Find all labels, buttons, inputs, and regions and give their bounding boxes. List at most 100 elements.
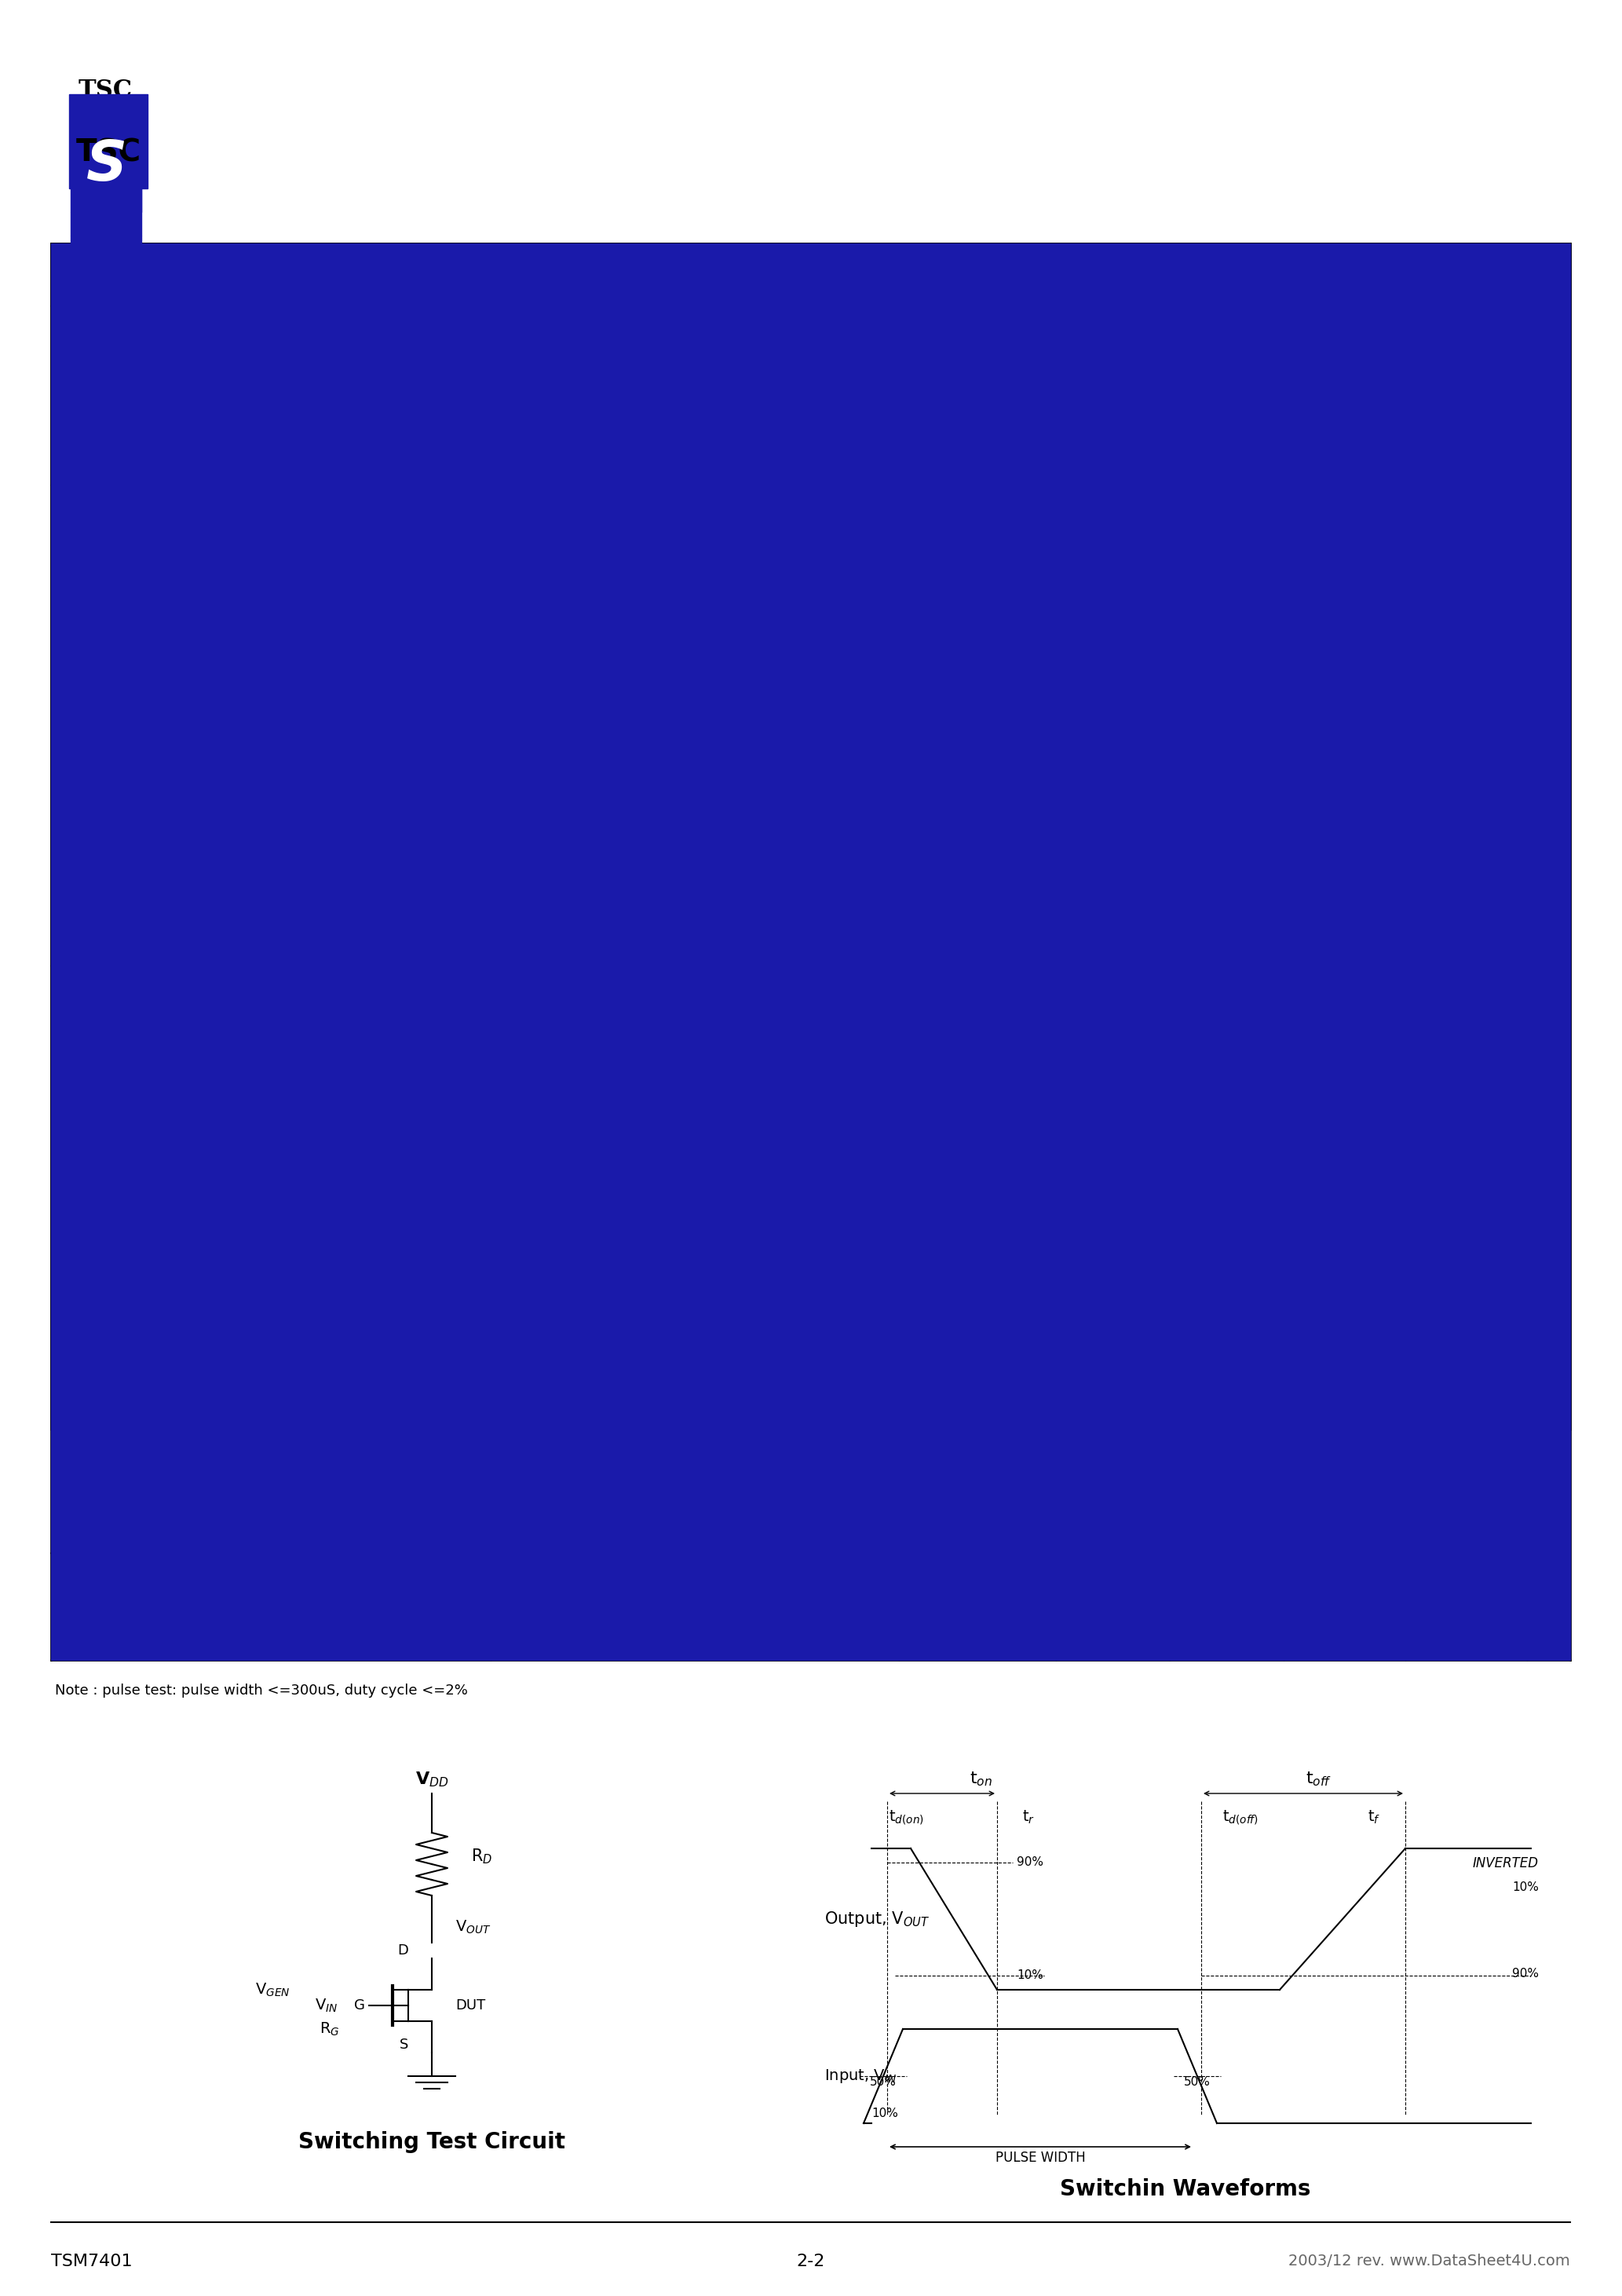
Text: INVERTED: INVERTED [1473,1855,1539,1871]
Text: rss: rss [975,1472,993,1483]
Text: Drain-Source Breakdown Voltage: Drain-Source Breakdown Voltage [58,505,328,519]
Text: g: g [975,992,983,1003]
Text: V$_{OUT}$: V$_{OUT}$ [456,1919,491,1936]
Text: S: S [975,1580,983,1591]
Text: --: -- [1106,1304,1119,1320]
Text: g: g [962,877,973,893]
Text: Switchin Waveforms: Switchin Waveforms [1061,2179,1311,2200]
Text: Output, V$_{OUT}$: Output, V$_{OUT}$ [824,1910,929,1929]
Text: 720: 720 [1328,1251,1361,1267]
Text: 3: 3 [1221,1038,1231,1054]
Text: Turn-On Rise Time: Turn-On Rise Time [58,1199,208,1215]
Text: 90%: 90% [1017,1857,1043,1869]
Text: 0.6: 0.6 [1213,1626,1239,1642]
Text: VGS=0V, ID=250uA: VGS=0V, ID=250uA [498,505,652,519]
Text: Gate-Drain Charge: Gate-Drain Charge [58,1091,212,1107]
Text: TSM7401: TSM7401 [50,2255,133,2268]
Text: V$_{IN}$: V$_{IN}$ [315,1998,337,2014]
Text: DUT: DUT [456,1998,485,2014]
Text: --: -- [1106,1573,1119,1589]
Text: V: V [1460,1626,1471,1642]
Text: --: -- [1106,1091,1119,1107]
Text: Typ: Typ [1208,388,1246,406]
Text: oss: oss [975,1419,994,1430]
Text: Forward Transconductance: Forward Transconductance [58,877,279,893]
Text: --: -- [1221,719,1233,732]
Text: mΩ: mΩ [1452,558,1481,574]
Text: VGS=2.7V, ID=3.5A: VGS=2.7V, ID=3.5A [498,611,652,627]
Text: 100: 100 [1328,1146,1361,1159]
Text: d(off): d(off) [975,1258,1007,1270]
Text: 10%: 10% [1512,1883,1539,1894]
Text: --: -- [1106,771,1119,788]
Text: --: -- [1106,611,1119,627]
Text: V$_{GEN}$: V$_{GEN}$ [256,1981,290,1998]
Bar [50,243,1570,1428]
Text: Source-Drain Diode: Source-Drain Diode [63,1515,302,1538]
Text: --: -- [1221,1573,1233,1589]
Text: I: I [968,824,973,840]
Text: nS: nS [1457,1279,1476,1295]
Text: d(on): d(on) [975,1153,1007,1164]
Text: V: V [1460,664,1471,680]
Text: --: -- [1338,824,1351,840]
Text: 150: 150 [1328,1199,1361,1215]
Text: --: -- [1106,558,1119,574]
Text: C: C [962,1359,973,1373]
Text: VDS=10V, ID=4.5A: VDS=10V, ID=4.5A [498,879,647,893]
Text: I: I [968,719,973,732]
Text: SD: SD [975,1632,993,1644]
Text: V: V [1460,505,1471,519]
Text: TSC: TSC [78,78,133,103]
Bar [50,243,1570,1660]
Text: DSS: DSS [975,510,999,523]
Text: Dynamic: Dynamic [63,928,169,951]
Text: --: -- [1221,771,1233,788]
Text: 1.2: 1.2 [1332,1626,1358,1642]
Text: VDS=VGS, ID=250uA: VDS=VGS, ID=250uA [498,666,663,680]
Text: Gate Body Leakage: Gate Body Leakage [58,771,219,788]
Text: --: -- [1106,719,1119,732]
Text: Symbol: Symbol [936,388,1019,406]
Text: --: -- [1106,877,1119,893]
Bar [122,149,141,211]
Text: 2.0: 2.0 [1332,1573,1358,1589]
Text: 25: 25 [1333,558,1354,574]
Text: --: -- [1338,664,1351,680]
Text: 75: 75 [1216,1146,1238,1159]
Text: f=1.0MHz: f=1.0MHz [498,1412,574,1428]
Text: t$_{on}$: t$_{on}$ [970,1770,993,1789]
Text: nC: nC [1455,1091,1478,1107]
Text: --: -- [1338,1412,1351,1428]
Bar [70,94,148,188]
Text: S: S [1461,877,1471,893]
Text: V: V [962,664,973,680]
Text: fs: fs [975,884,986,895]
Text: --: -- [1106,1359,1119,1373]
Text: 30: 30 [1333,611,1354,627]
Text: Diode Forward Voltage: Diode Forward Voltage [58,1626,245,1642]
Text: ± 100: ± 100 [1319,771,1369,788]
Text: IS=2.0A, VGS=0V: IS=2.0A, VGS=0V [498,1626,636,1642]
Text: --: -- [1106,1412,1119,1428]
Text: 2003/12 rev. www.DataSheet4U.com: 2003/12 rev. www.DataSheet4U.com [1288,2255,1570,2268]
Text: 2-2: 2-2 [796,2255,826,2268]
Text: Min: Min [1093,388,1134,406]
Bar [71,236,141,259]
Text: gd: gd [975,1097,991,1109]
Text: t$_{off}$: t$_{off}$ [1306,1770,1332,1789]
Text: --: -- [1338,1359,1351,1373]
Text: --: -- [1338,1038,1351,1054]
Text: 35: 35 [1333,985,1354,1001]
Text: --: -- [1221,824,1233,840]
Bar [71,211,141,236]
Text: Static: Static [63,448,135,471]
Text: --: -- [1338,877,1351,893]
Text: 125: 125 [1212,1199,1242,1215]
Text: Output Capacitance: Output Capacitance [58,1412,222,1428]
Text: Q: Q [960,1091,973,1107]
Text: DS(ON): DS(ON) [975,565,1020,576]
Bar [71,259,141,276]
Text: VDS=10V, VGS=0V,: VDS=10V, VGS=0V, [498,1359,654,1373]
Text: BV: BV [949,505,973,519]
